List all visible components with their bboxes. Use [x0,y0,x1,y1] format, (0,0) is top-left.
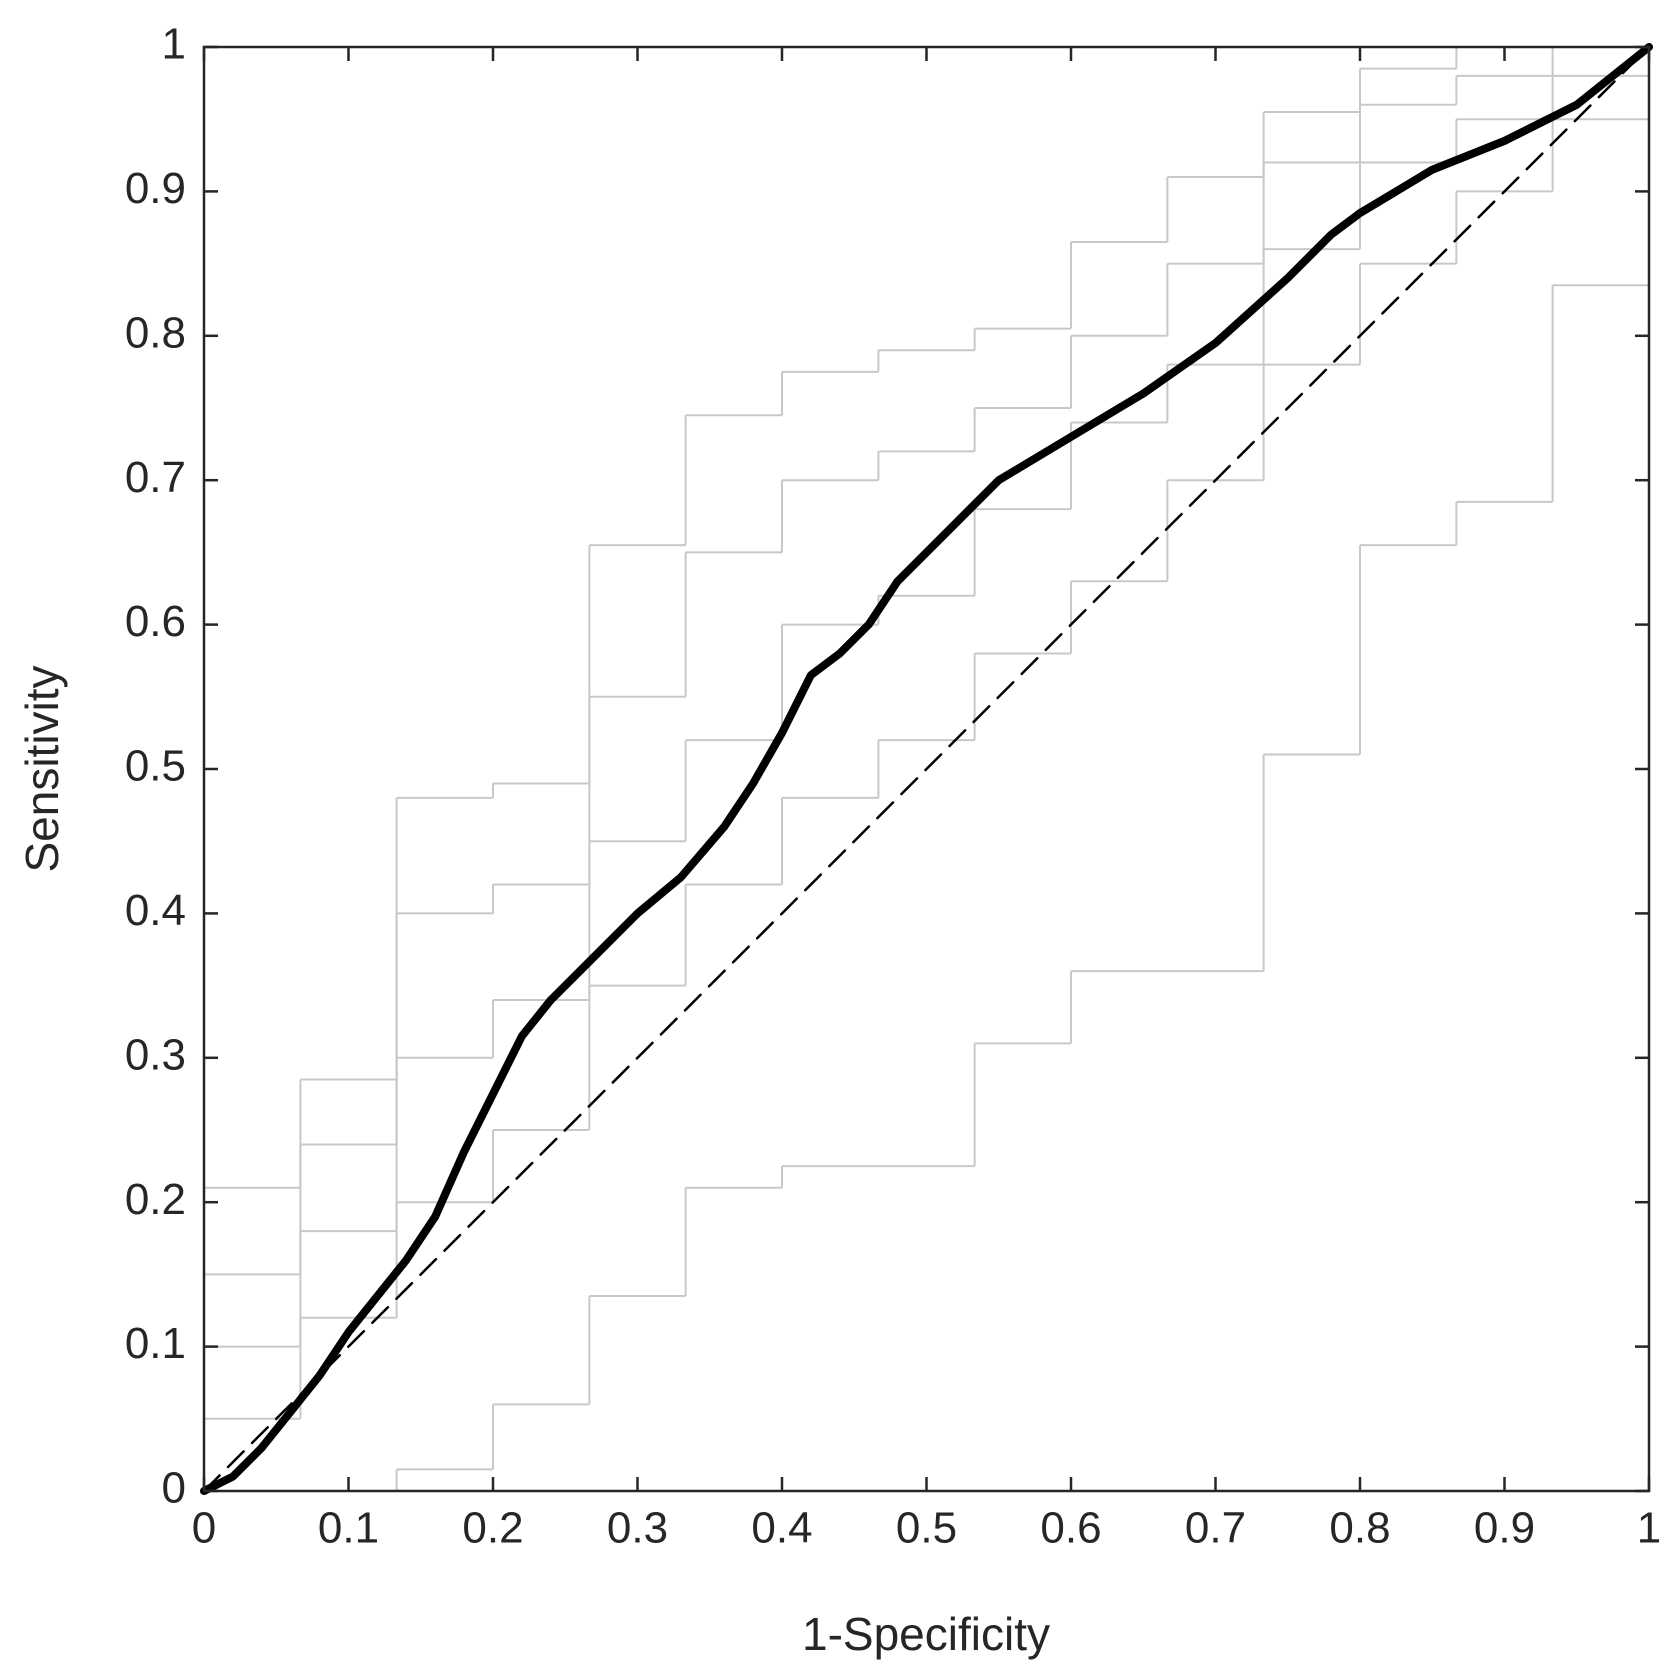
y-tick-label: 0.9 [125,164,186,213]
x-tick-label: 0.9 [1474,1504,1535,1553]
x-tick-label: 0 [192,1504,216,1553]
reference-line [202,45,1651,1493]
x-tick-label: 0.2 [462,1504,523,1553]
y-tick-label: 0.7 [125,453,186,502]
y-tick-label: 0.1 [125,1319,186,1368]
x-tick-label: 0.6 [1040,1504,1101,1553]
y-tick-label: 1 [162,20,186,69]
x-tick-label: 0.1 [318,1504,379,1553]
x-tick-label: 1 [1637,1504,1661,1553]
roc-curve [200,43,1653,1495]
y-tick-label: 0.5 [125,742,186,791]
y-tick-label: 0.3 [125,1030,186,1079]
x-tick-label: 0.3 [607,1504,668,1553]
x-tick-label: 0.7 [1185,1504,1246,1553]
x-tick-label: 0.8 [1329,1504,1390,1553]
y-axis-label: Sensitivity [16,665,68,872]
x-axis-label: 1-Specificity [802,1608,1050,1660]
y-tick-label: 0.2 [125,1175,186,1224]
y-tick-label: 0.4 [125,886,186,935]
y-tick-label: 0 [162,1464,186,1513]
y-tick-label: 0.6 [125,597,186,646]
x-tick-label: 0.5 [896,1504,957,1553]
x-tick-label: 0.4 [751,1504,812,1553]
y-tick-label: 0.8 [125,308,186,357]
